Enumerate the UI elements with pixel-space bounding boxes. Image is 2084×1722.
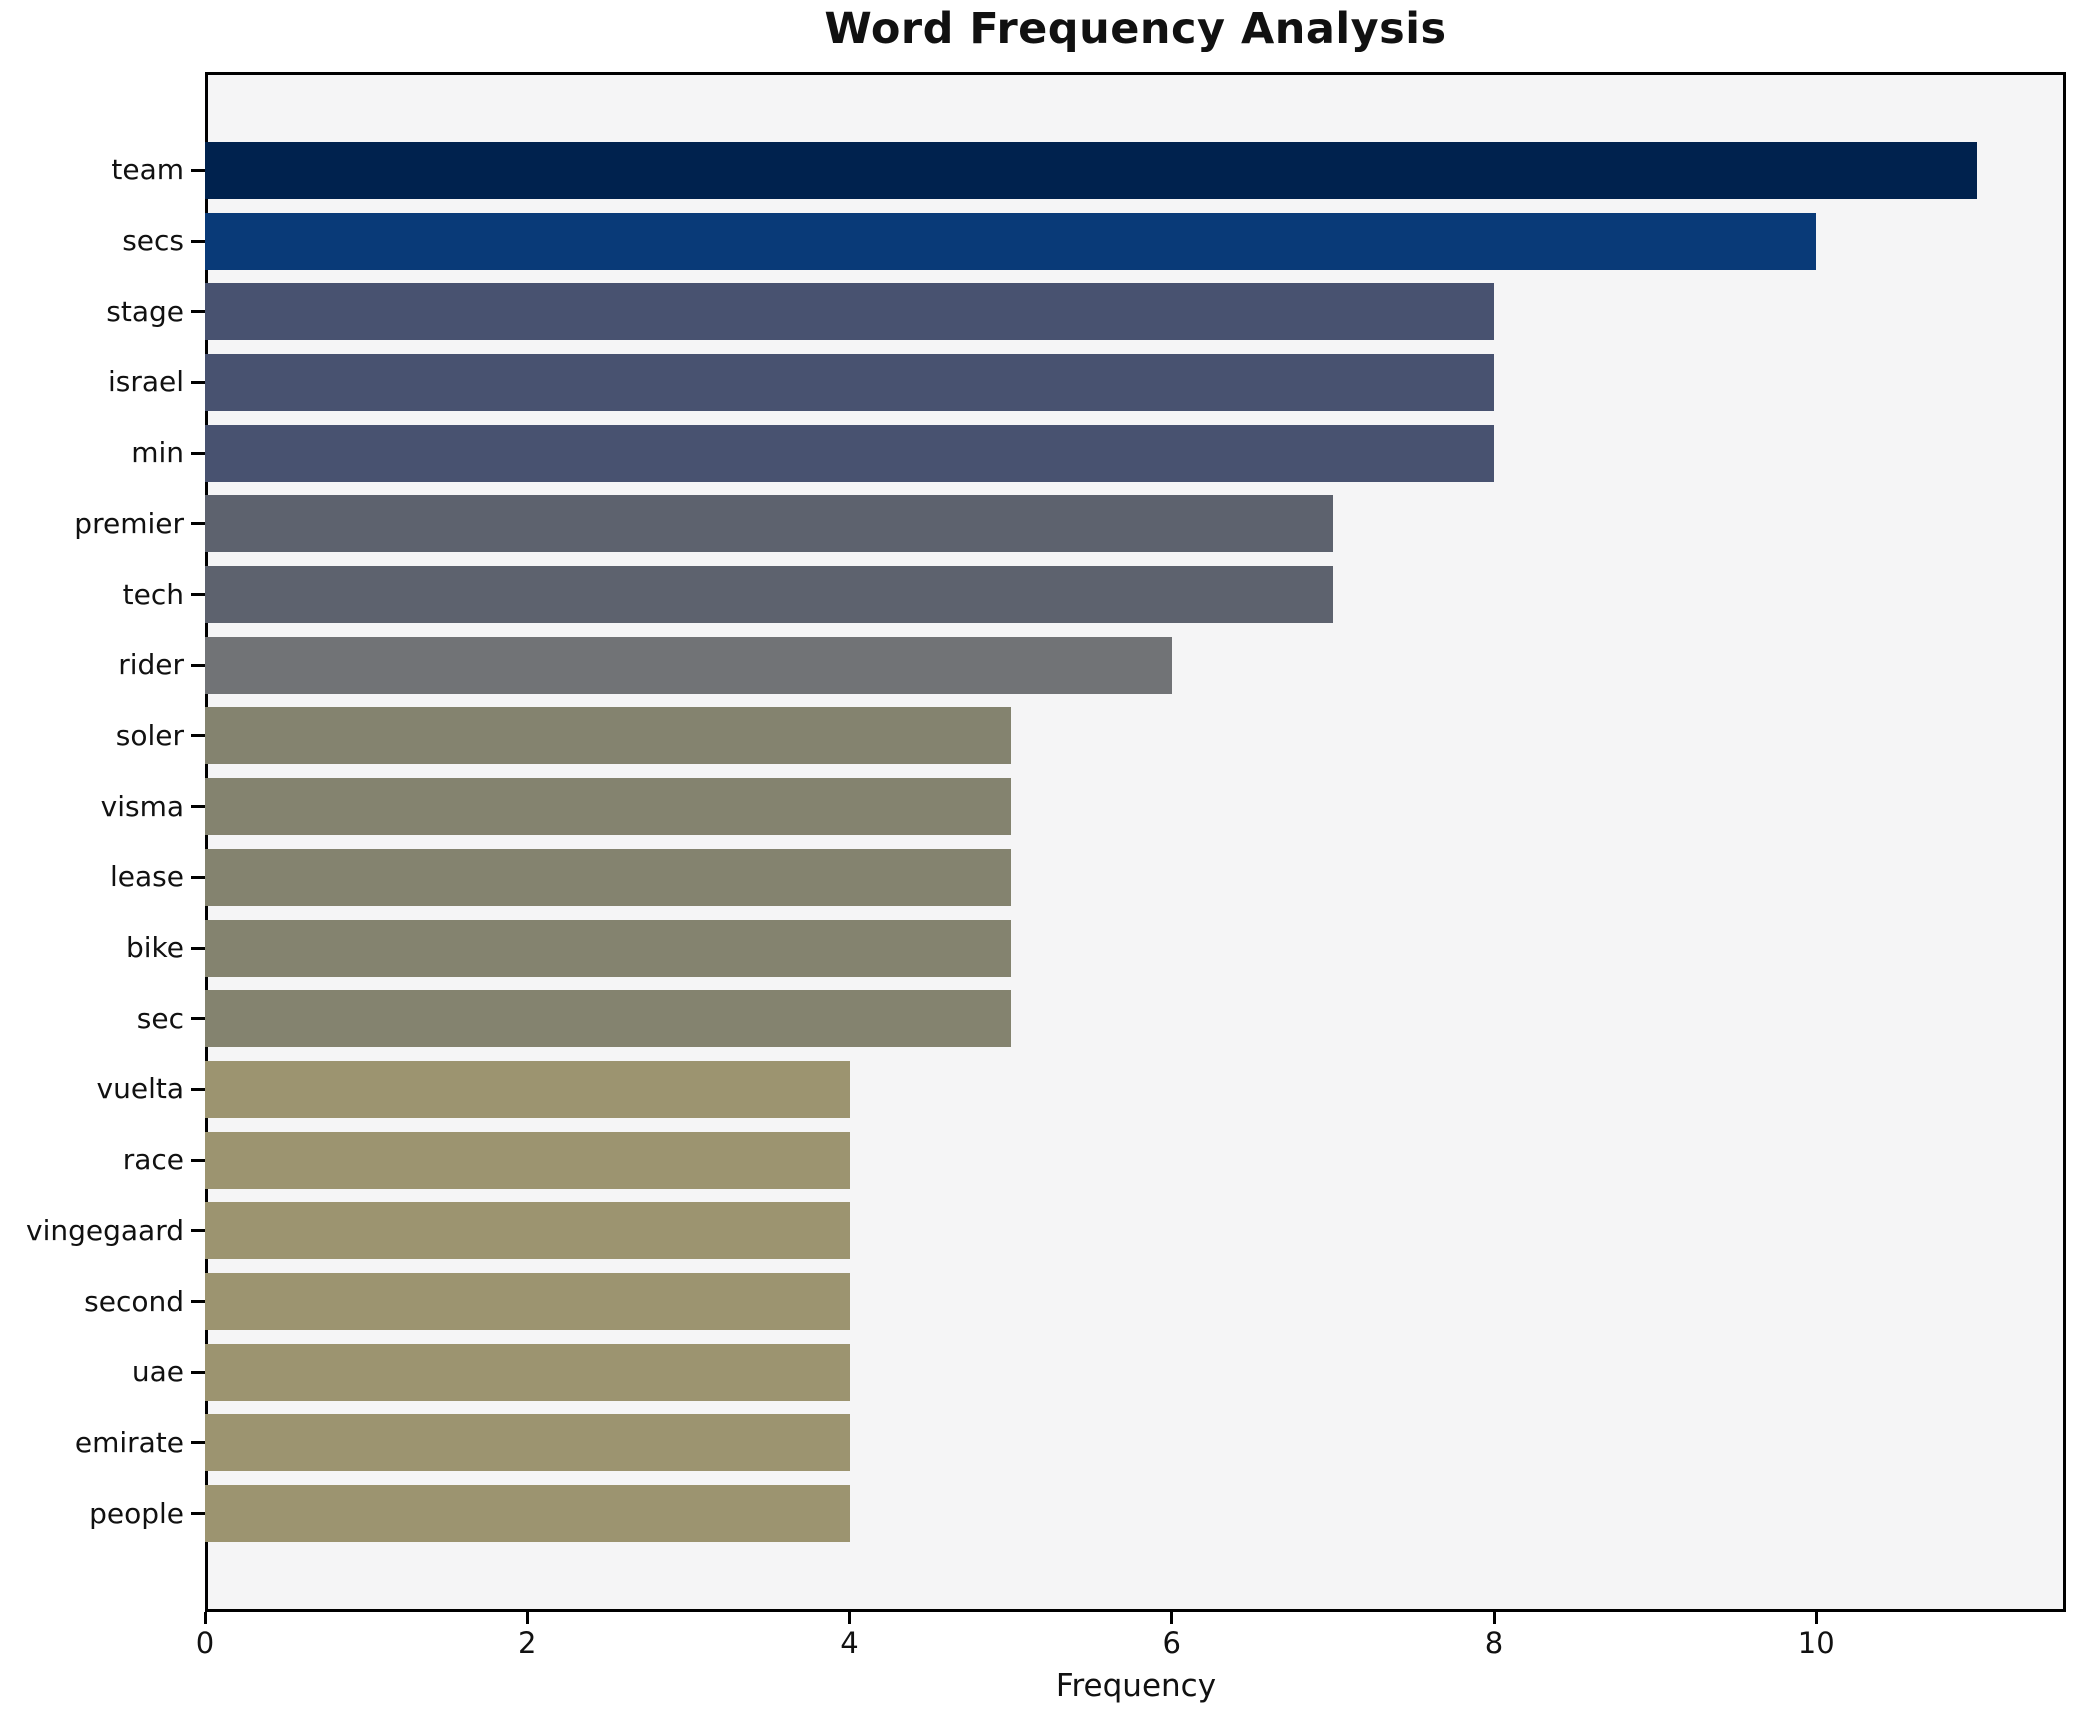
y-tick-label-visma: visma — [100, 789, 184, 823]
y-tick-mark — [191, 805, 205, 809]
bar-premier — [205, 495, 1333, 553]
bar-min — [205, 424, 1494, 482]
bar-tech — [205, 566, 1333, 624]
y-tick-label-israel: israel — [107, 365, 184, 399]
y-tick-mark — [191, 663, 205, 667]
y-tick-mark — [191, 168, 205, 172]
y-tick-mark — [191, 1441, 205, 1445]
y-tick-label-vingegaard: vingegaard — [26, 1213, 184, 1247]
bar-soler — [205, 707, 1011, 765]
x-tick-label-0: 0 — [195, 1626, 215, 1660]
bar-sec — [205, 990, 1011, 1048]
y-tick-label-people: people — [89, 1496, 184, 1530]
bar-israel — [205, 353, 1494, 411]
y-tick-label-race: race — [122, 1143, 184, 1177]
bar-secs — [205, 212, 1816, 270]
x-tick-mark — [525, 1612, 529, 1624]
bar-emirate — [205, 1414, 850, 1472]
x-tick-mark — [1492, 1612, 1496, 1624]
x-tick-label-4: 4 — [840, 1626, 859, 1660]
y-tick-label-lease: lease — [110, 860, 184, 894]
x-tick-mark — [203, 1612, 207, 1624]
y-tick-label-vuelta: vuelta — [96, 1072, 184, 1106]
y-tick-label-min: min — [131, 436, 184, 470]
y-tick-mark — [191, 1017, 205, 1021]
bar-lease — [205, 848, 1011, 906]
y-tick-mark — [191, 1370, 205, 1374]
bar-stage — [205, 283, 1494, 341]
chart-title: Word Frequency Analysis — [824, 4, 1447, 54]
y-tick-label-rider: rider — [118, 648, 184, 682]
y-tick-mark — [191, 1087, 205, 1091]
y-tick-label-tech: tech — [122, 577, 184, 611]
x-tick-label-8: 8 — [1484, 1626, 1504, 1660]
y-tick-mark — [191, 1158, 205, 1162]
y-tick-label-emirate: emirate — [74, 1425, 184, 1459]
y-tick-label-soler: soler — [115, 718, 184, 752]
y-tick-mark — [191, 451, 205, 455]
bar-second — [205, 1273, 850, 1331]
bar-bike — [205, 919, 1011, 977]
y-tick-label-sec: sec — [136, 1001, 184, 1035]
y-tick-label-uae: uae — [131, 1355, 184, 1389]
x-tick-label-2: 2 — [518, 1626, 537, 1660]
x-tick-mark — [848, 1612, 851, 1624]
x-axis-label: Frequency — [1055, 1668, 1217, 1704]
y-tick-mark — [191, 1229, 205, 1233]
bar-people — [205, 1485, 850, 1543]
y-tick-label-team: team — [111, 153, 184, 187]
x-tick-mark — [1170, 1612, 1174, 1624]
bar-team — [205, 141, 1977, 199]
x-tick-mark — [1814, 1612, 1818, 1624]
y-tick-mark — [191, 239, 205, 243]
y-tick-mark — [191, 875, 205, 879]
y-tick-label-stage: stage — [106, 294, 184, 328]
x-tick-label-10: 10 — [1797, 1626, 1835, 1660]
y-tick-mark — [191, 1300, 205, 1304]
y-tick-mark — [191, 946, 205, 950]
y-tick-mark — [191, 522, 205, 526]
bar-race — [205, 1131, 850, 1189]
bar-uae — [205, 1343, 850, 1401]
bar-visma — [205, 778, 1011, 836]
bar-vuelta — [205, 1060, 850, 1118]
bar-vingegaard — [205, 1202, 850, 1260]
y-tick-mark — [191, 593, 205, 597]
y-tick-mark — [191, 380, 205, 384]
y-tick-mark — [191, 310, 205, 314]
y-tick-label-second: second — [84, 1284, 184, 1318]
y-tick-mark — [191, 1512, 205, 1516]
bar-rider — [205, 636, 1172, 694]
y-tick-mark — [191, 734, 205, 738]
x-tick-label-6: 6 — [1162, 1626, 1181, 1660]
y-tick-label-premier: premier — [74, 506, 184, 540]
y-tick-label-bike: bike — [126, 931, 184, 965]
y-tick-label-secs: secs — [122, 224, 184, 257]
